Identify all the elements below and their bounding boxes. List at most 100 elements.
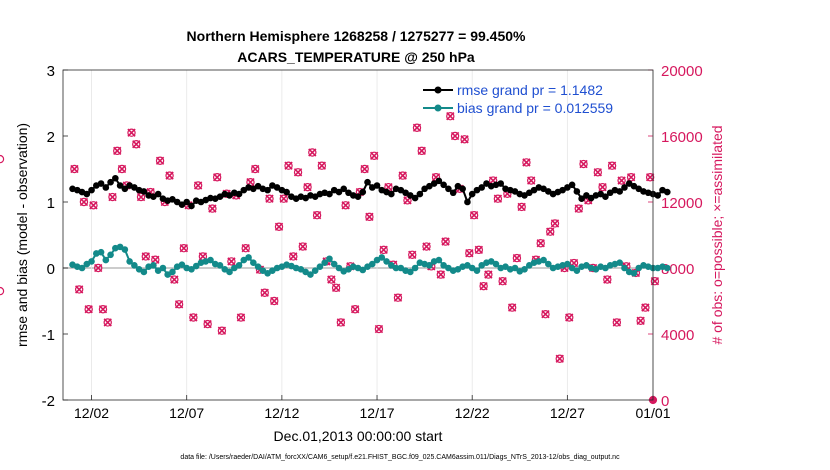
bias-point: [492, 260, 500, 268]
obs-possible-marker: [113, 146, 122, 156]
obs-assimilated-marker: [422, 242, 431, 251]
bias-point: [630, 269, 638, 277]
obs-assimilated-marker: [555, 354, 564, 363]
obs-assimilated-marker: [179, 244, 189, 253]
obs-possible-marker: [84, 305, 93, 314]
obs-assimilated-marker: [270, 296, 279, 306]
obs-possible-marker: [422, 242, 431, 251]
obs-assimilated-marker: [331, 283, 341, 292]
bias-point: [335, 264, 343, 272]
bias-point: [663, 264, 671, 272]
x-tick-label: 12/27: [550, 405, 585, 421]
obs-possible-marker: [603, 275, 612, 284]
obs-assimilated-marker: [617, 176, 626, 185]
x-axis-label: Dec.01,2013 00:00:00 start: [274, 428, 443, 444]
rmse-point: [326, 190, 333, 198]
obs-possible-marker: [298, 242, 308, 251]
bias-point: [473, 267, 481, 274]
obs-assimilated-marker: [536, 239, 545, 248]
legend-bias-label: bias grand pr = 0.012559: [457, 100, 613, 116]
obs-assimilated-marker: [527, 176, 536, 185]
x-tick-label: 12/17: [360, 405, 395, 421]
bias-point: [564, 260, 571, 268]
obs-assimilated-marker: [484, 270, 493, 279]
bias-point: [330, 260, 338, 268]
obs-assimilated-marker: [289, 252, 298, 261]
obs-possible-marker: [189, 313, 198, 322]
obs-possible-marker: [236, 313, 246, 322]
bias-point: [426, 262, 433, 269]
obs-possible-marker: [512, 253, 522, 263]
obs-assimilated-marker: [565, 313, 574, 322]
bias-point: [235, 262, 243, 269]
rmse-point: [283, 188, 290, 196]
obs-assimilated-marker: [298, 242, 307, 251]
rmse-point: [578, 195, 585, 202]
obs-possible-marker: [612, 318, 622, 327]
obs-assimilated-marker: [293, 168, 303, 177]
obs-assimilated-marker: [441, 237, 450, 246]
bias-point: [78, 264, 86, 272]
obs-assimilated-marker: [84, 305, 93, 314]
rmse-point: [97, 180, 105, 187]
obs-possible-marker: [94, 263, 103, 273]
obs-assimilated-marker: [598, 182, 607, 192]
obs-possible-marker: [417, 146, 426, 156]
obs-assimilated-marker: [650, 277, 660, 286]
obs-assimilated-marker: [98, 305, 108, 314]
obs-assimilated-marker: [308, 148, 317, 157]
bias-point: [226, 268, 233, 276]
rmse-series: [69, 174, 671, 210]
legend-rmse-marker: [434, 86, 442, 94]
obs-assimilated-marker: [498, 277, 507, 286]
rmse-point: [445, 185, 452, 193]
y-left-tick-label: 0: [47, 261, 55, 278]
obs-possible-marker: [289, 252, 298, 261]
x-axis-ticks: 12/02 12/07 12/12 12/17 12/22 12/27 01/01: [74, 70, 671, 421]
obs-possible-marker: [493, 194, 503, 203]
obs-possible-marker: [526, 176, 536, 185]
obs-assimilated-marker: [474, 245, 484, 255]
obs-assimilated-marker: [108, 192, 117, 202]
obs-assimilated-marker: [379, 245, 388, 255]
bias-point: [311, 267, 319, 274]
bias-point: [192, 262, 200, 270]
obs-possible-marker: [141, 252, 150, 261]
obs-possible-marker: [393, 293, 403, 302]
obs-assimilated-marker: [155, 156, 165, 165]
obs-possible-marker: [108, 192, 117, 202]
x-tick-label: 12/02: [74, 405, 109, 421]
rmse-point: [468, 190, 476, 198]
obs-possible-marker: [270, 296, 279, 306]
obs-possible-marker: [517, 202, 526, 212]
obs-possible-marker: [284, 161, 293, 170]
obs-possible-marker: [117, 164, 127, 174]
rmse-point: [449, 189, 457, 197]
rmse-point: [573, 188, 581, 195]
obs-possible-marker: [0, 154, 5, 164]
obs-possible-marker: [89, 201, 98, 210]
obs-assimilated-marker: [579, 159, 588, 169]
obs-assimilated-marker: [645, 173, 655, 182]
obs-assimilated-marker: [212, 173, 222, 182]
obs-assimilated-marker: [446, 112, 455, 121]
obs-possible-marker: [460, 135, 469, 144]
rmse-point: [440, 181, 447, 189]
obs-assimilated-marker: [607, 161, 617, 170]
obs-assimilated-marker: [236, 313, 246, 322]
bias-point: [407, 268, 414, 276]
bias-series: [69, 243, 671, 278]
bias-point: [521, 266, 528, 273]
bias-point: [97, 248, 105, 256]
rmse-point: [83, 190, 91, 198]
rmse-point: [121, 185, 129, 193]
obs-assimilated-marker: [374, 324, 384, 334]
obs-possible-marker: [465, 248, 474, 258]
rmse-point: [364, 178, 371, 186]
obs-assimilated-marker: [241, 244, 250, 253]
rmse-point: [616, 188, 623, 195]
bias-point: [540, 256, 547, 264]
obs-possible-marker: [450, 131, 460, 141]
obs-assimilated-marker: [193, 181, 203, 190]
y-left-tick-label: -1: [42, 327, 55, 344]
